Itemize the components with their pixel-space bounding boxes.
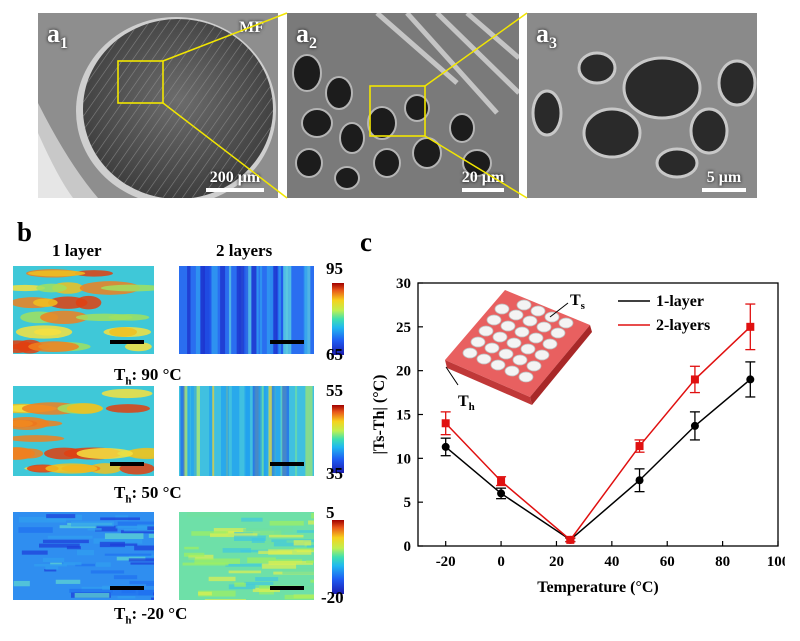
colorbar-1-min: 65 bbox=[326, 345, 343, 364]
micrograph-a3-image bbox=[527, 13, 757, 198]
panel-letter-c: c bbox=[360, 227, 372, 257]
device-inset: Ts Th bbox=[445, 290, 592, 413]
micrograph-a1: a1 MF 200 μm bbox=[38, 13, 278, 198]
data-point-1-layer bbox=[746, 375, 755, 384]
heatmap-2 bbox=[179, 266, 314, 354]
y-axis-label: |Ts-Th| (°C) bbox=[371, 375, 388, 455]
data-point-2-layers bbox=[690, 375, 699, 384]
y-tick-label: 5 bbox=[404, 495, 412, 511]
panel-letter-b: b bbox=[17, 217, 33, 247]
y-tick-label: 0 bbox=[404, 539, 412, 555]
plot-frame bbox=[417, 282, 779, 547]
data-point-1-layer bbox=[497, 489, 506, 498]
colorbar-3-max: 5 bbox=[326, 503, 335, 522]
heatmap-3 bbox=[13, 386, 154, 476]
series-line-1-layer bbox=[445, 378, 751, 541]
series-line-2-layers bbox=[445, 326, 751, 541]
legend-label-2-layers: 2-layers bbox=[656, 317, 710, 334]
data-point-2-layers bbox=[441, 419, 450, 428]
colorbar-2-max: 55 bbox=[326, 381, 343, 400]
x-tick-label: -20 bbox=[436, 554, 456, 570]
column-header-1-layer: 1 layer bbox=[52, 241, 102, 260]
heatmap-scale-bar bbox=[110, 340, 144, 344]
heatmap-scale-bar bbox=[110, 586, 144, 590]
micrograph-a2-image bbox=[287, 13, 519, 198]
heater-temp-row-2: Th: 50 °C bbox=[114, 483, 182, 506]
colorbar-2-min: 35 bbox=[326, 464, 343, 483]
x-tick-label: 60 bbox=[660, 554, 675, 570]
scale-bar-a3: 5 μm bbox=[699, 169, 749, 192]
scale-bar-a2: 20 μm bbox=[455, 169, 511, 192]
colorbar-1-max: 95 bbox=[326, 259, 343, 278]
chart-legend: 1-layer 2-layers bbox=[618, 293, 710, 334]
heatmap-scale-bar bbox=[270, 462, 304, 466]
y-tick-label: 25 bbox=[396, 320, 411, 336]
inset-label-th: Th bbox=[458, 393, 475, 413]
heatmap-scale-bar bbox=[110, 462, 144, 466]
x-tick-label: 0 bbox=[497, 554, 505, 570]
micrograph-a1-image bbox=[38, 13, 278, 198]
heatmap-5 bbox=[13, 512, 154, 600]
temperature-difference-chart: -20 0 20 40 60 80 100 0 5 10 15 20 25 30 Temperature (… bbox=[371, 276, 785, 596]
x-tick-label: 20 bbox=[549, 554, 564, 570]
y-tick-label: 15 bbox=[396, 408, 411, 424]
column-header-2-layers: 2 layers bbox=[216, 241, 273, 260]
heatmap-scale-bar bbox=[270, 340, 304, 344]
heatmap-4 bbox=[179, 386, 314, 476]
micrograph-a2: a2 20 μm bbox=[287, 13, 519, 198]
colorbar-3-min: -20 bbox=[321, 588, 344, 607]
heatmap-1 bbox=[13, 266, 154, 354]
data-point-2-layers bbox=[497, 477, 506, 486]
label-a3: a3 bbox=[536, 19, 557, 53]
y-tick-label: 20 bbox=[396, 364, 411, 380]
scale-bar-a1: 200 μm bbox=[204, 169, 266, 192]
data-point-2-layers bbox=[635, 442, 644, 451]
data-point-1-layer bbox=[441, 442, 450, 451]
data-point-2-layers bbox=[566, 535, 575, 544]
y-tick-label: 10 bbox=[396, 451, 411, 467]
colorbar-row-3 bbox=[332, 520, 344, 594]
heater-temp-row-3: Th: -20 °C bbox=[114, 604, 188, 627]
data-point-2-layers bbox=[746, 322, 755, 331]
inset-label-ts: Ts bbox=[570, 292, 586, 312]
zoom-connectors bbox=[162, 12, 528, 199]
heater-temp-row-1: Th: 90 °C bbox=[114, 365, 182, 388]
x-tick-label: 40 bbox=[604, 554, 619, 570]
micrograph-a3: a3 5 μm bbox=[527, 13, 757, 198]
colorbar-row-1 bbox=[332, 283, 344, 355]
label-a1: a1 bbox=[47, 19, 68, 53]
data-point-1-layer bbox=[635, 476, 644, 485]
x-tick-label: 100 bbox=[767, 554, 785, 570]
x-tick-label: 80 bbox=[715, 554, 730, 570]
x-axis-label: Temperature (°C) bbox=[537, 579, 658, 596]
heatmap-scale-bar bbox=[270, 586, 304, 590]
heatmap-6 bbox=[179, 512, 314, 600]
colorbar-row-2 bbox=[332, 405, 344, 473]
data-point-1-layer bbox=[690, 421, 699, 430]
y-tick-label: 30 bbox=[396, 276, 411, 292]
legend-label-1-layer: 1-layer bbox=[656, 293, 704, 310]
label-a2: a2 bbox=[296, 19, 317, 53]
